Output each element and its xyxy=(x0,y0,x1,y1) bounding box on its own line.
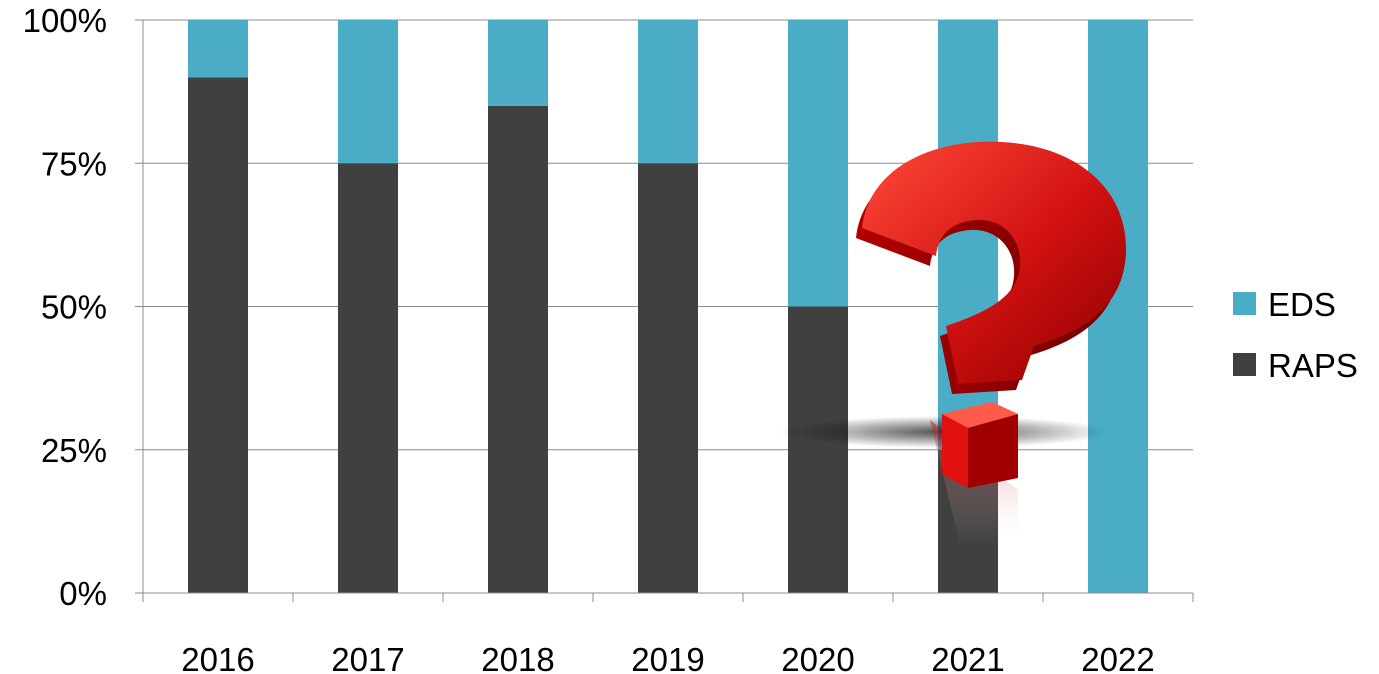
legend-swatch-eds xyxy=(1233,292,1256,315)
bar-raps-2019 xyxy=(638,163,698,593)
question-mark-icon xyxy=(780,141,1127,545)
bar-raps-2017 xyxy=(338,163,398,593)
x-tick-label: 2019 xyxy=(631,641,704,674)
y-tick-labels: 0% 25% 50% 75% 100% xyxy=(23,2,107,612)
y-tick-label: 75% xyxy=(41,145,107,182)
bar-eds-2017 xyxy=(338,20,398,164)
legend-label-raps: RAPS xyxy=(1268,347,1358,384)
legend-swatch-raps xyxy=(1233,353,1256,376)
bar-eds-2020 xyxy=(788,20,848,307)
bar-eds-2019 xyxy=(638,20,698,164)
y-tick-label: 25% xyxy=(41,432,107,469)
x-tick-label: 2021 xyxy=(931,641,1004,674)
x-tick-labels: 2016 2017 2018 2019 2020 2021 2022 xyxy=(181,641,1154,674)
x-tick-label: 2020 xyxy=(781,641,854,674)
bar-raps-2016 xyxy=(188,77,248,594)
x-tick-label: 2018 xyxy=(481,641,554,674)
bar-raps-2018 xyxy=(488,105,548,593)
bar-raps-2020 xyxy=(788,306,848,593)
legend-label-eds: EDS xyxy=(1268,286,1336,323)
x-tick-label: 2022 xyxy=(1081,641,1154,674)
y-tick-label: 0% xyxy=(59,575,107,612)
x-tick-label: 2017 xyxy=(331,641,404,674)
legend: EDS RAPS xyxy=(1233,286,1358,384)
bar-eds-2016 xyxy=(188,20,248,78)
y-tick-label: 50% xyxy=(41,289,107,326)
bar-eds-2018 xyxy=(488,20,548,106)
y-tick-label: 100% xyxy=(23,2,107,39)
axes xyxy=(135,19,1194,602)
x-tick-label: 2016 xyxy=(181,641,254,674)
